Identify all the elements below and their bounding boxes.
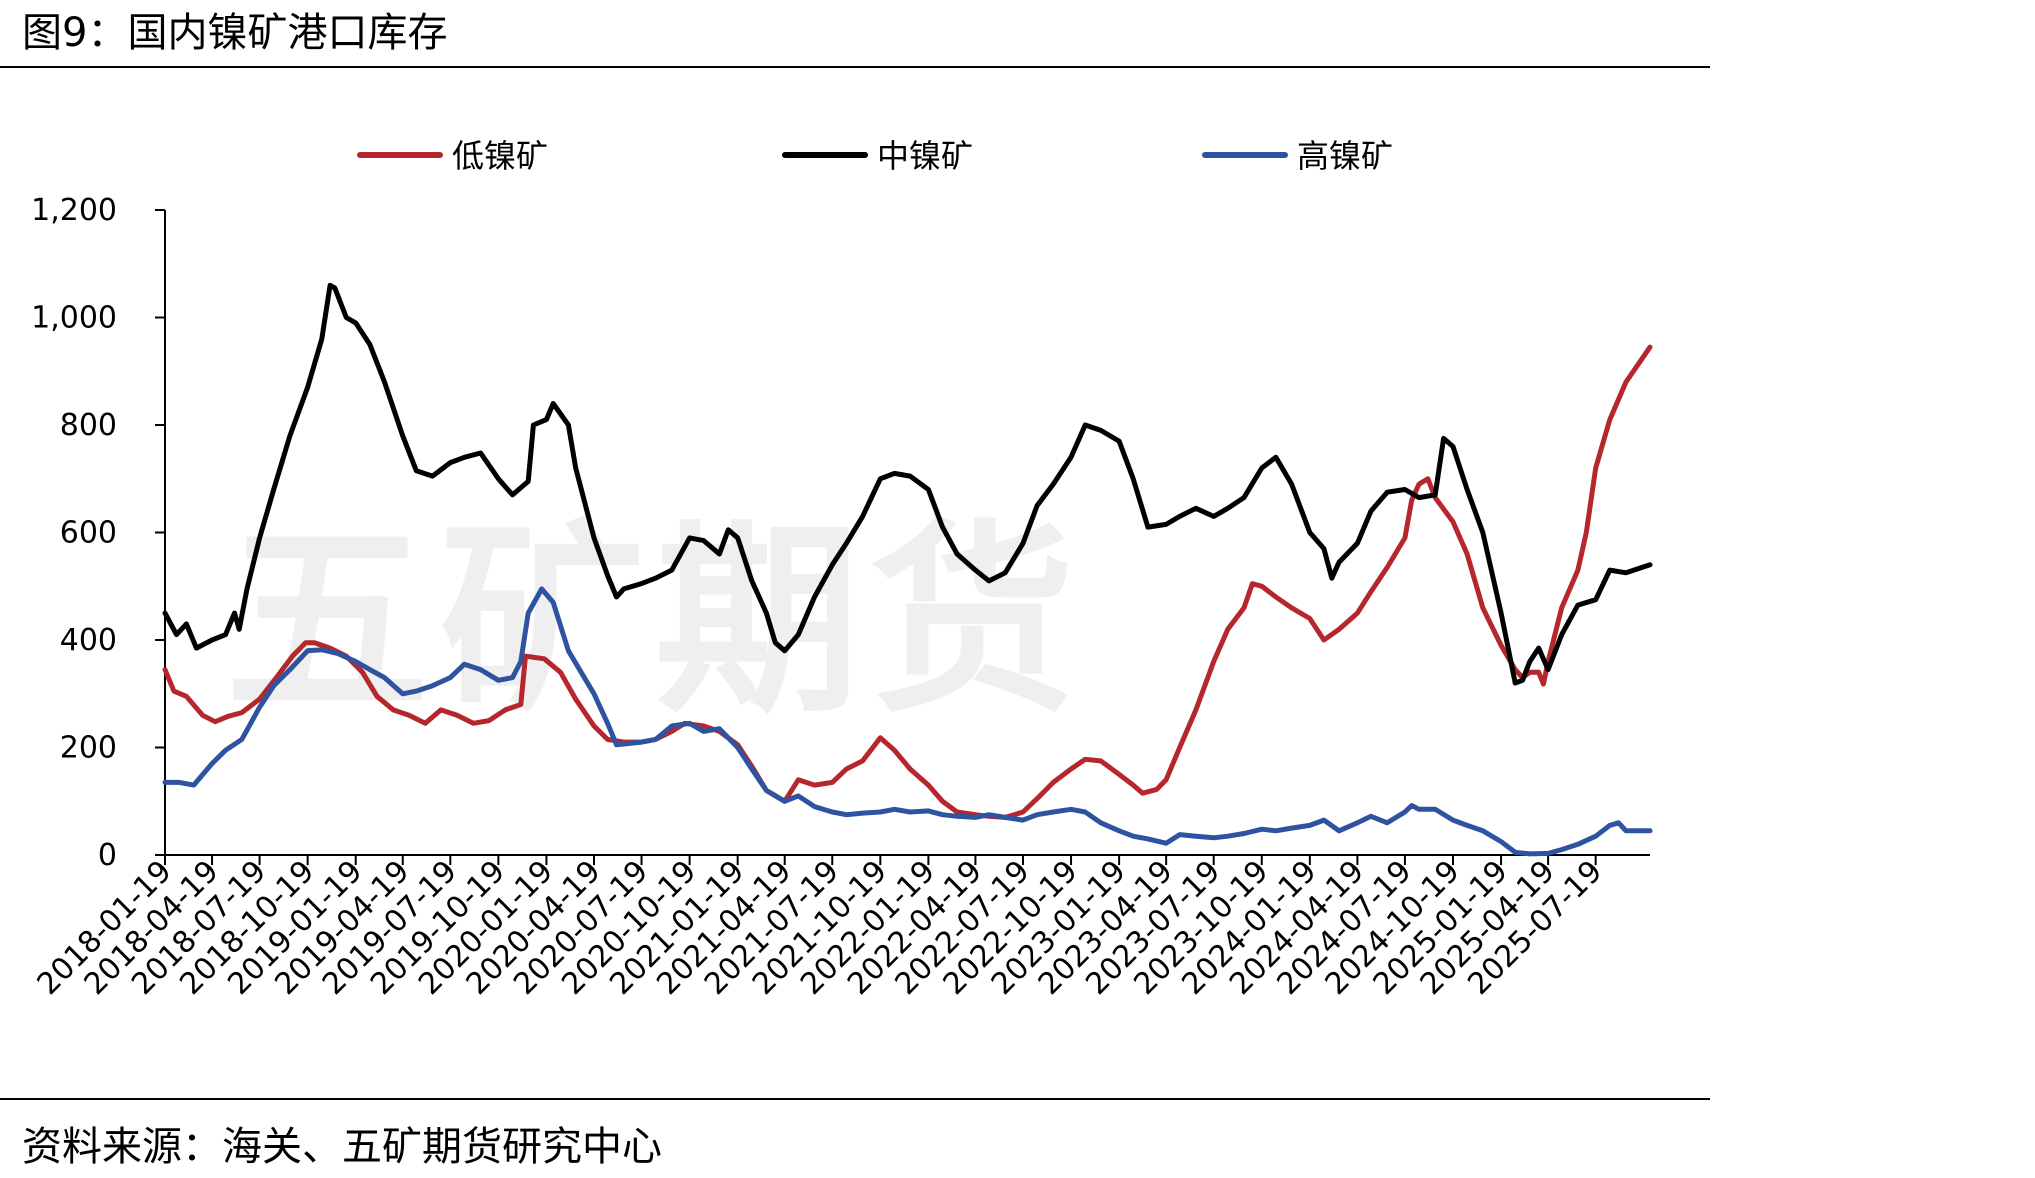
y-tick-label: 1,200	[31, 193, 117, 228]
series-line-2	[162, 282, 1653, 686]
y-tick-label: 800	[60, 408, 117, 443]
legend: 低镍矿 中镍矿 高镍矿	[357, 137, 1393, 175]
series-line-1	[162, 344, 1653, 820]
legend-label: 低镍矿	[452, 137, 548, 175]
legend-label: 中镍矿	[877, 137, 973, 175]
series-line-3	[162, 586, 1653, 857]
x-axis: 2018-01-192018-04-192018-07-192018-10-19…	[31, 854, 1650, 1002]
chart-title: 图9：国内镍矿港口库存	[22, 10, 448, 56]
bottom-divider	[0, 1098, 1710, 1100]
y-tick-label: 1,000	[31, 301, 117, 336]
y-tick-label: 0	[98, 838, 117, 873]
y-tick-label: 400	[60, 623, 117, 658]
y-tick-label: 600	[60, 516, 117, 551]
source-note: 资料来源：海关、五矿期货研究中心	[22, 1124, 662, 1170]
top-divider	[0, 66, 1710, 68]
y-axis: 0 200 400 600 800 1,000 1,200	[31, 193, 166, 873]
y-tick-label: 200	[60, 731, 117, 766]
legend-label: 高镍矿	[1297, 137, 1393, 175]
watermark: 五矿期货	[225, 503, 1085, 741]
series-layer	[162, 282, 1653, 857]
